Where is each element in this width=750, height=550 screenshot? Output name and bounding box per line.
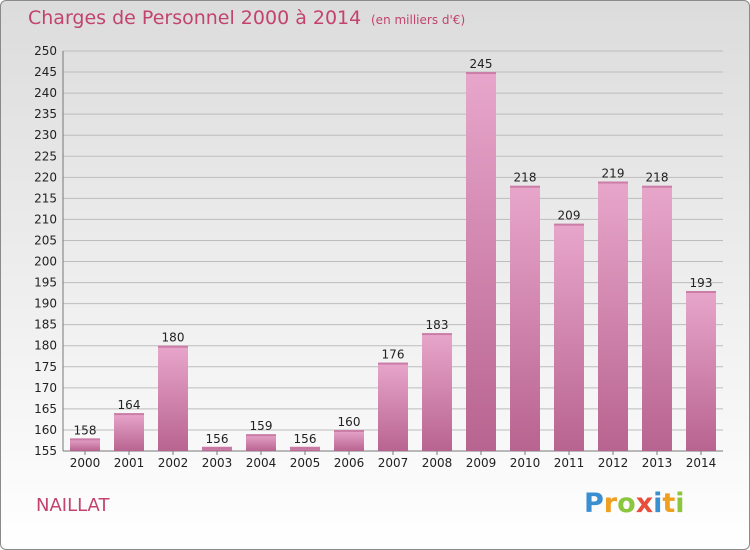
bar bbox=[554, 223, 584, 451]
bar bbox=[158, 345, 188, 451]
data-label: 160 bbox=[338, 415, 361, 429]
bar bbox=[598, 181, 628, 452]
data-label: 219 bbox=[602, 167, 625, 181]
y-tick-label: 160 bbox=[34, 423, 57, 437]
logo-letter: i bbox=[675, 488, 685, 519]
data-label: 183 bbox=[426, 318, 449, 332]
location-label: NAILLAT bbox=[36, 495, 110, 516]
labels: 155 160 165 170 175 180 185 190 195 200 205 210 215 2… bbox=[34, 44, 716, 470]
data-label: 176 bbox=[382, 348, 405, 362]
y-tick-label: 250 bbox=[34, 44, 57, 58]
bar bbox=[70, 438, 100, 451]
y-tick-label: 245 bbox=[34, 65, 57, 79]
bar-top-edge bbox=[334, 429, 364, 432]
x-tick-label: 2013 bbox=[642, 456, 673, 470]
bar bbox=[642, 185, 672, 451]
bar-top-edge bbox=[290, 446, 320, 449]
x-tick-label: 2010 bbox=[510, 456, 541, 470]
x-tick-label: 2006 bbox=[334, 456, 365, 470]
logo-letter: o bbox=[617, 488, 636, 519]
y-tick-label: 180 bbox=[34, 339, 57, 353]
bar bbox=[114, 413, 144, 451]
bar-top-edge bbox=[158, 345, 188, 348]
x-tick-label: 2011 bbox=[554, 456, 585, 470]
x-tick-label: 2014 bbox=[686, 456, 717, 470]
y-tick-label: 170 bbox=[34, 381, 57, 395]
data-label: 164 bbox=[118, 398, 141, 412]
y-tick-label: 200 bbox=[34, 255, 57, 269]
x-tick-label: 2002 bbox=[158, 456, 189, 470]
data-label: 193 bbox=[690, 276, 713, 290]
y-tick-label: 215 bbox=[34, 191, 57, 205]
bar-top-edge bbox=[686, 291, 716, 293]
data-label: 180 bbox=[162, 331, 185, 345]
logo-letter: P bbox=[584, 488, 604, 519]
bar bbox=[466, 72, 496, 451]
y-tick-label: 195 bbox=[34, 276, 57, 290]
bars bbox=[70, 72, 716, 452]
bar bbox=[422, 333, 452, 451]
proxiti-logo[interactable]: Proxiti bbox=[584, 488, 685, 519]
bar-top-edge bbox=[554, 223, 584, 226]
data-label: 156 bbox=[206, 432, 229, 446]
bar bbox=[378, 362, 408, 451]
bar bbox=[246, 434, 276, 451]
data-label: 156 bbox=[294, 432, 317, 446]
data-label: 218 bbox=[646, 171, 669, 185]
bar-top-edge bbox=[70, 438, 100, 441]
x-tick-label: 2009 bbox=[466, 456, 497, 470]
y-tick-label: 165 bbox=[34, 402, 57, 416]
bar-top-edge bbox=[510, 185, 540, 188]
bar-top-edge bbox=[598, 181, 628, 184]
y-tick-label: 240 bbox=[34, 86, 57, 100]
bar bbox=[202, 446, 232, 451]
y-tick-label: 235 bbox=[34, 107, 57, 121]
logo-letter: x bbox=[635, 488, 654, 519]
data-label: 159 bbox=[250, 419, 273, 433]
y-tick-label: 190 bbox=[34, 297, 57, 311]
data-label: 218 bbox=[514, 171, 537, 185]
chart-subtitle: (en milliers d'€) bbox=[371, 13, 466, 27]
logo-letter: r bbox=[603, 488, 618, 519]
bar bbox=[510, 185, 540, 451]
data-label: 209 bbox=[558, 209, 581, 223]
bar bbox=[290, 446, 320, 451]
bar-top-edge bbox=[422, 333, 452, 336]
x-tick-label: 2004 bbox=[246, 456, 277, 470]
bar-top-edge bbox=[642, 185, 672, 188]
y-tick-label: 230 bbox=[34, 128, 57, 142]
data-label: 245 bbox=[470, 57, 493, 71]
x-tick-label: 2001 bbox=[114, 456, 145, 470]
x-tick-label: 2012 bbox=[598, 456, 629, 470]
bar-top-edge bbox=[202, 446, 232, 449]
bar bbox=[334, 429, 364, 451]
x-tick-label: 2000 bbox=[70, 456, 101, 470]
bar-top-edge bbox=[246, 434, 276, 437]
x-tick-label: 2008 bbox=[422, 456, 453, 470]
y-tick-label: 210 bbox=[34, 212, 57, 226]
y-tick-label: 185 bbox=[34, 318, 57, 332]
chart-title: Charges de Personnel 2000 à 2014 bbox=[28, 7, 362, 29]
y-tick-label: 220 bbox=[34, 170, 57, 184]
bar-top-edge bbox=[378, 362, 408, 365]
x-tick-label: 2003 bbox=[202, 456, 233, 470]
data-label: 158 bbox=[74, 423, 97, 437]
x-tick-label: 2005 bbox=[290, 456, 321, 470]
y-tick-label: 205 bbox=[34, 233, 57, 247]
x-tick-label: 2007 bbox=[378, 456, 409, 470]
bar-top-edge bbox=[114, 413, 144, 416]
logo-letter: i bbox=[653, 488, 663, 519]
bar-top-edge bbox=[466, 72, 496, 75]
y-tick-label: 155 bbox=[34, 444, 57, 458]
logo-letter: t bbox=[662, 488, 676, 519]
y-tick-label: 175 bbox=[34, 360, 57, 374]
bar bbox=[686, 291, 716, 451]
y-tick-label: 225 bbox=[34, 149, 57, 163]
